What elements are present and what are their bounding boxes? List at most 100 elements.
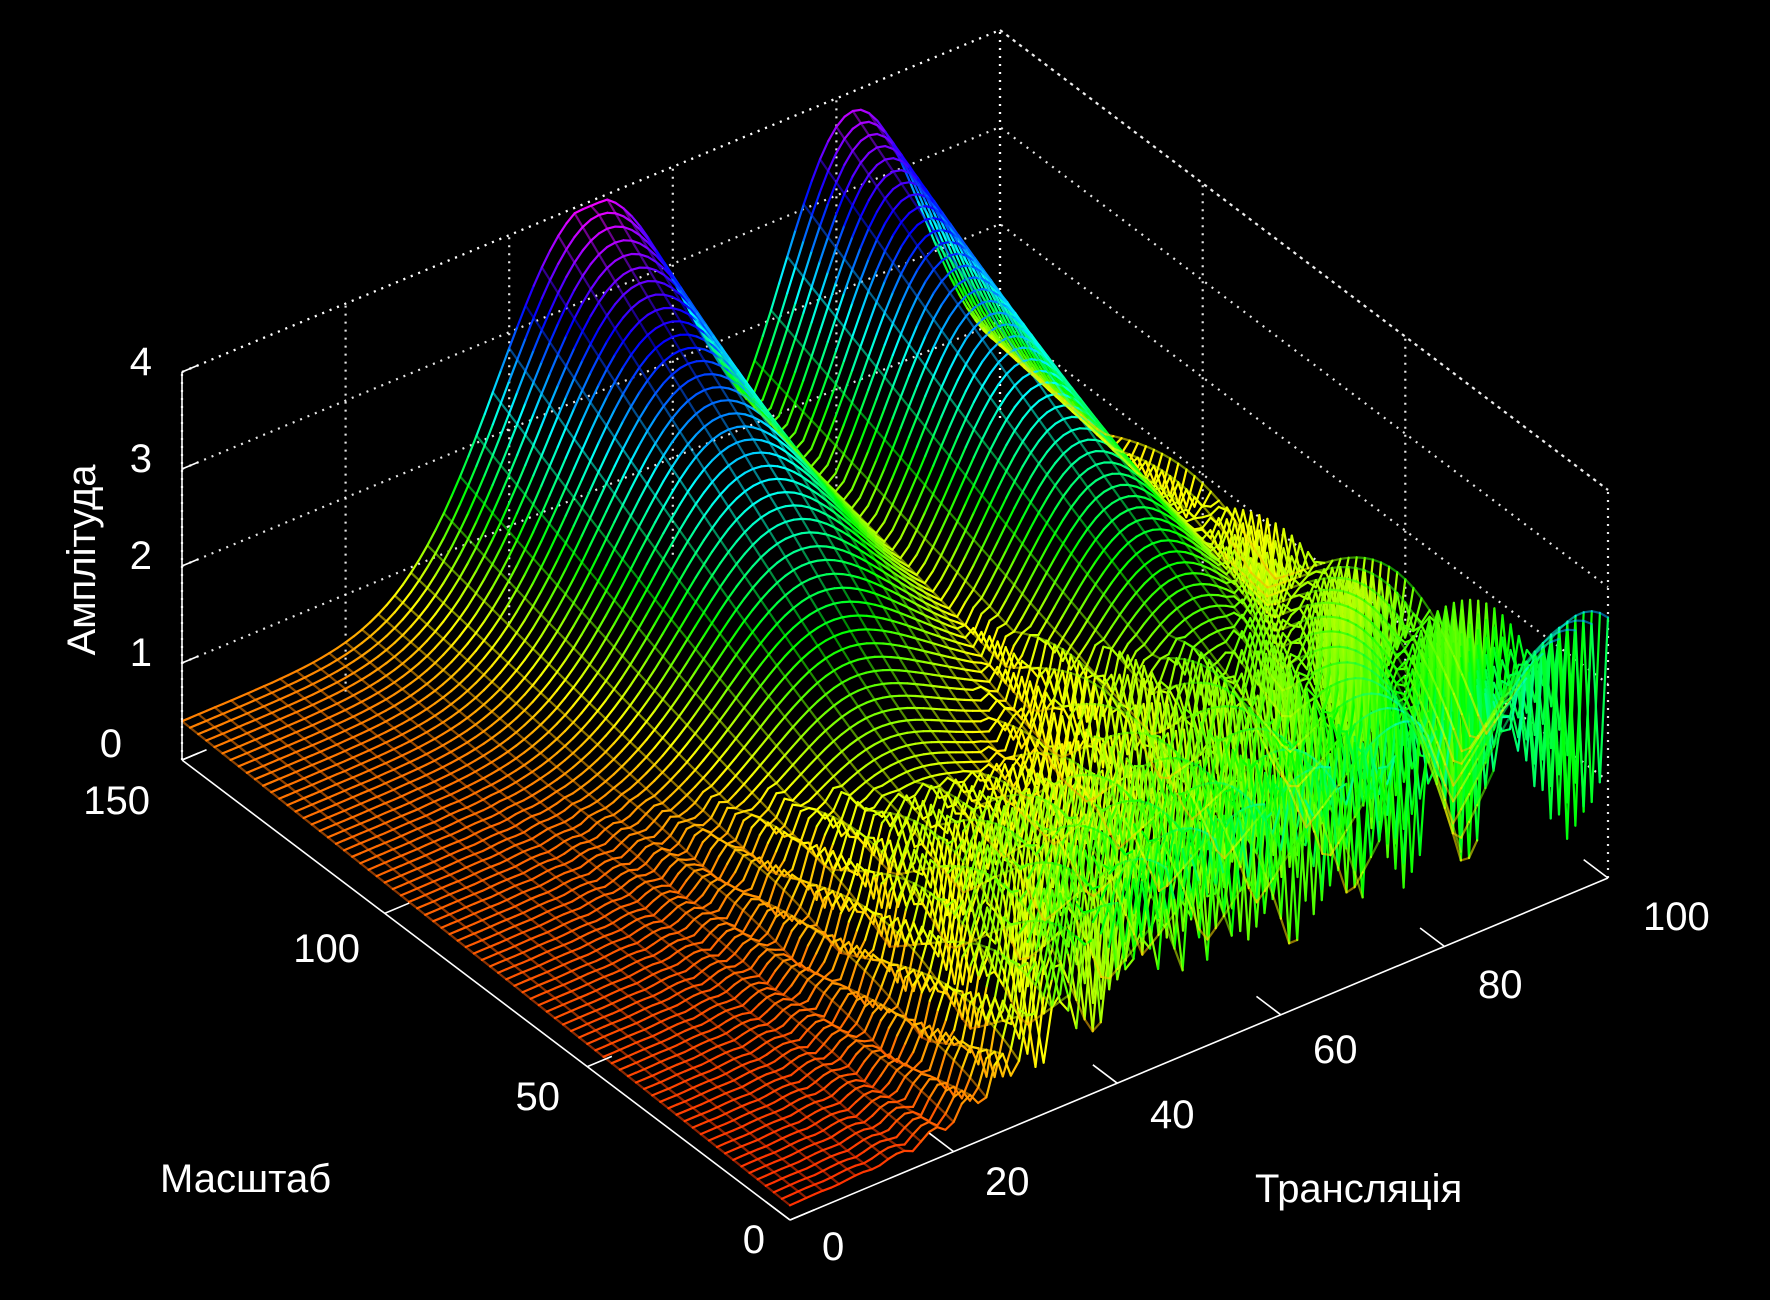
surface-segment (719, 505, 730, 519)
surface-segment (826, 383, 837, 409)
surface-segment (761, 309, 773, 338)
surface-segment (614, 255, 625, 262)
surface-segment (973, 301, 984, 309)
surface-segment (1021, 407, 1033, 420)
surface-segment (254, 695, 265, 702)
surface-segment (596, 564, 608, 583)
surface-segment (784, 518, 795, 524)
surface-segment (1176, 508, 1188, 515)
surface-segment (685, 801, 697, 812)
surface-segment (622, 252, 633, 258)
surface-segment (651, 990, 663, 998)
surface-segment (537, 990, 549, 997)
surface-segment (581, 314, 592, 333)
surface-segment (1143, 574, 1154, 585)
surface-segment (726, 756, 737, 769)
surface-segment (416, 794, 428, 801)
surface-segment (940, 240, 952, 245)
surface-segment (767, 561, 779, 572)
surface-segment (1094, 638, 1105, 647)
surface-segment (1005, 454, 1016, 473)
surface-segment (636, 772, 648, 783)
surface-segment (743, 564, 754, 578)
surface-segment (571, 853, 582, 862)
surface-segment (816, 558, 828, 562)
surface-segment (499, 580, 510, 597)
surface-segment (344, 704, 355, 712)
surface-segment (816, 765, 827, 777)
surface-segment (606, 225, 617, 230)
surface-segment (702, 622, 714, 638)
surface-segment (1110, 497, 1122, 505)
surface-segment (808, 575, 820, 581)
surface-segment (375, 841, 387, 848)
surface-segment (546, 957, 557, 964)
surface-segment (545, 1006, 557, 1013)
surface-segment (432, 857, 443, 864)
surface-segment (907, 354, 919, 377)
surface-segment (376, 686, 388, 694)
surface-segment (735, 619, 746, 634)
surface-segment (327, 702, 339, 709)
surface-segment (286, 741, 298, 747)
surface-segment (939, 586, 951, 602)
surface-segment (1029, 462, 1041, 479)
surface-segment (686, 670, 697, 686)
surface-segment (980, 449, 992, 469)
surface-segment (318, 806, 330, 813)
surface-segment (1191, 639, 1203, 649)
surface-segment (530, 844, 542, 850)
surface-segment (660, 913, 671, 923)
surface-segment (548, 445, 559, 468)
surface-segment (988, 665, 999, 683)
surface-segment (570, 906, 582, 913)
surface-segment (710, 775, 721, 788)
surface-segment (897, 719, 909, 723)
surface-segment (620, 814, 631, 823)
surface-segment (726, 653, 738, 668)
surface-segment (1012, 671, 1023, 702)
surface-segment (450, 475, 462, 497)
surface-segment (612, 807, 623, 817)
surface-segment (1183, 658, 1195, 686)
surface-segment (352, 711, 363, 718)
surface-segment (401, 669, 412, 678)
surface-segment (1306, 581, 1318, 589)
surface-segment (384, 778, 395, 785)
surface-segment (506, 781, 517, 789)
surface-segment (726, 675, 738, 690)
surface-segment (1225, 507, 1237, 538)
surface-segment (457, 815, 468, 823)
surface-segment (514, 724, 526, 734)
surface-segment (970, 789, 982, 824)
surface-segment (343, 806, 354, 812)
surface-segment (1135, 517, 1146, 523)
surface-segment (482, 724, 493, 733)
surface-segment (767, 643, 779, 656)
surface-segment (923, 405, 935, 428)
surface-segment (351, 822, 362, 829)
surface-segment (538, 859, 550, 866)
surface-segment (1078, 527, 1089, 542)
surface-segment (669, 628, 681, 645)
surface-segment (907, 295, 919, 316)
surface-segment (466, 631, 477, 645)
surface-segment (1012, 592, 1024, 611)
surface-segment (498, 750, 509, 759)
surface-segment (751, 663, 762, 677)
surface-segment (800, 613, 811, 622)
surface-segment (1005, 480, 1016, 499)
surface-segment (997, 470, 1008, 489)
surface-segment (375, 821, 387, 828)
surface-segment (1159, 579, 1170, 588)
surface-segment (857, 686, 868, 692)
surface-segment (516, 337, 527, 361)
surface-segment (612, 827, 623, 837)
surface-segment (570, 895, 582, 903)
surface-segment (915, 395, 927, 418)
surface-segment (695, 373, 706, 378)
surface-segment (914, 741, 925, 745)
surface-segment (597, 453, 608, 474)
surface-segment (832, 631, 844, 638)
surface-segment (677, 760, 689, 773)
